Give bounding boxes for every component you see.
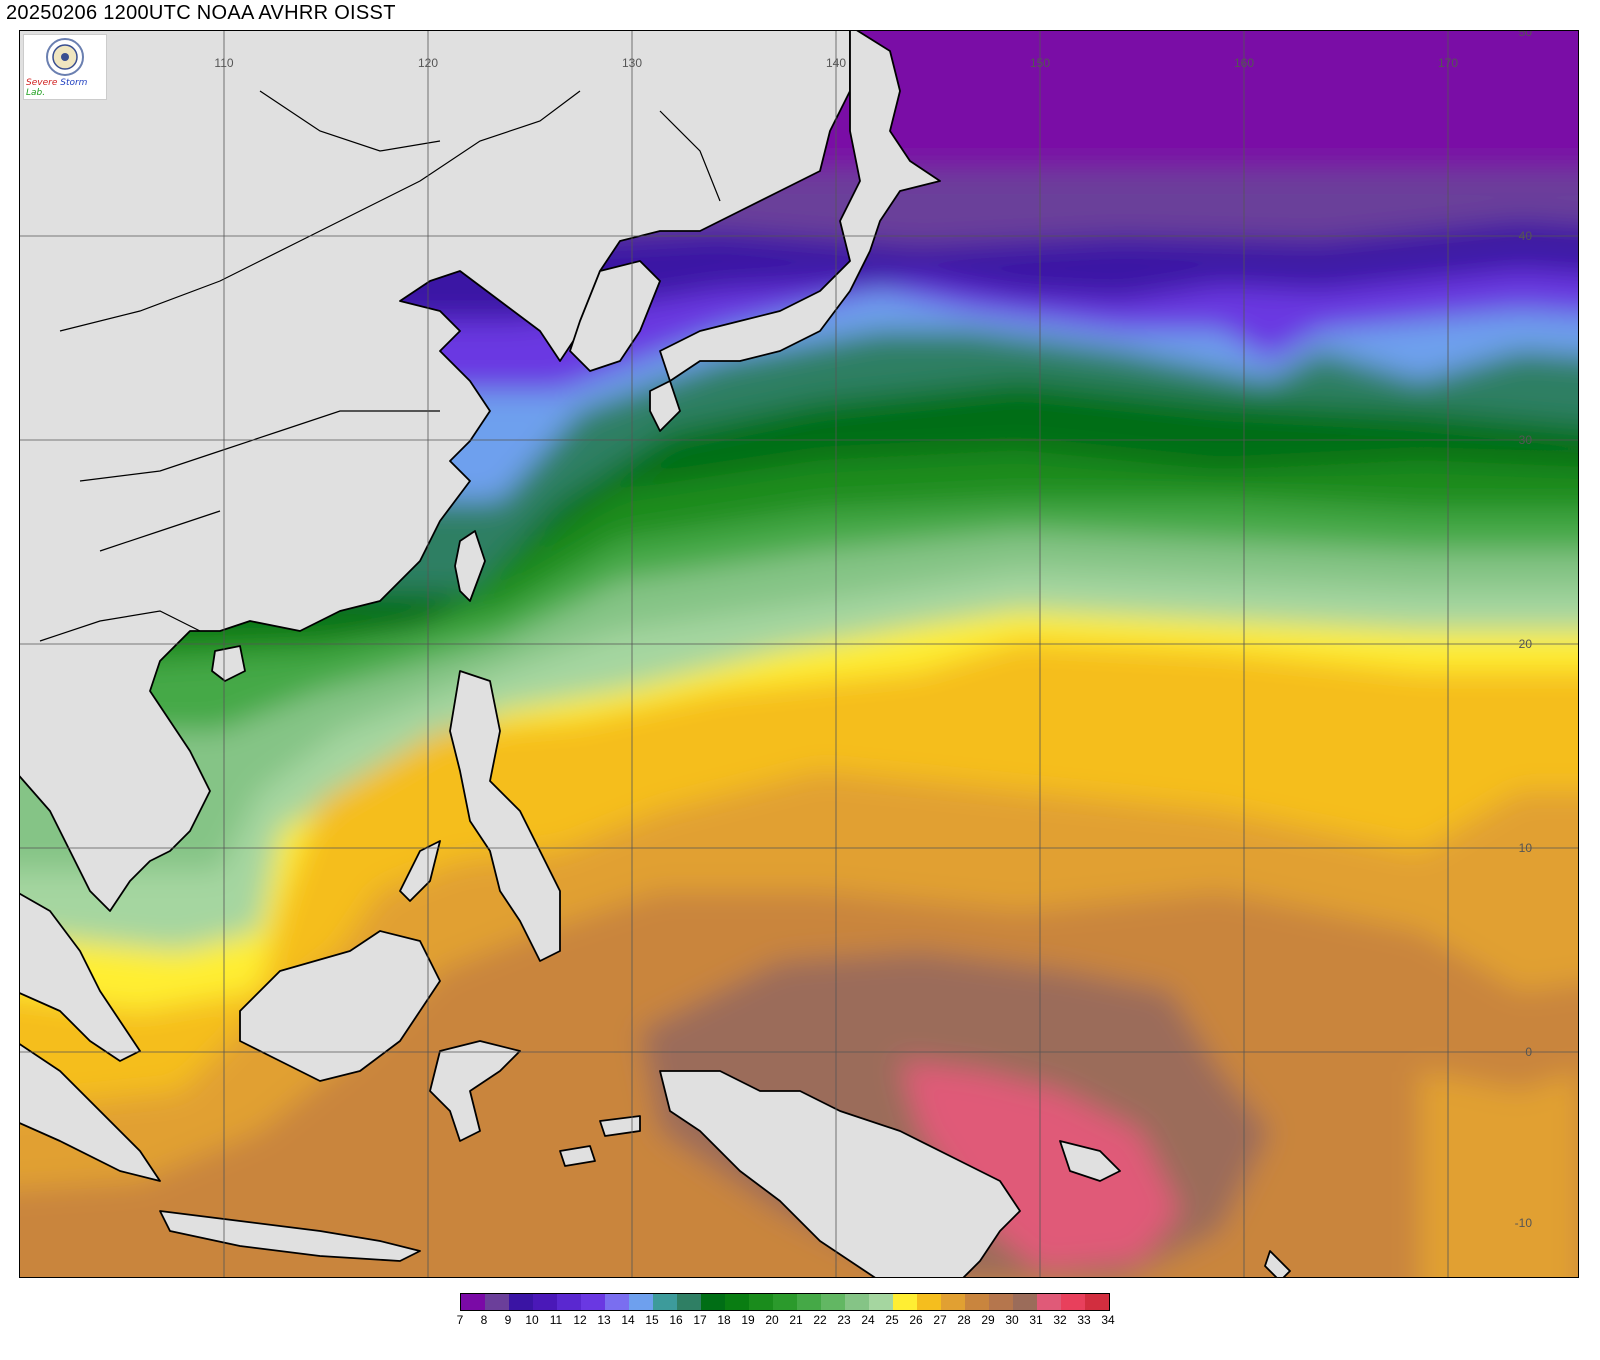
- sst-map: 110 120 130 140 150 160 170 50 40 30 20 …: [19, 30, 1579, 1278]
- colorbar-tick-label: 32: [1053, 1313, 1067, 1327]
- colorbar-tick-label: 33: [1077, 1313, 1091, 1327]
- colorbar-swatch: [461, 1294, 485, 1310]
- colorbar-tick-label: 29: [981, 1313, 995, 1327]
- lat-label-30: 30: [1519, 433, 1533, 447]
- land: [20, 31, 1291, 1277]
- colorbar-swatch: [797, 1294, 821, 1310]
- colorbar-swatch: [725, 1294, 749, 1310]
- colorbar-swatch: [989, 1294, 1013, 1310]
- lat-label-0: 0: [1525, 1045, 1532, 1059]
- logo-text: Severe Storm Lab.: [26, 78, 88, 98]
- colorbar-tick-label: 16: [669, 1313, 683, 1327]
- lat-label-50: 50: [1519, 31, 1533, 39]
- colorbar-swatch: [677, 1294, 701, 1310]
- colorbar-swatch: [653, 1294, 677, 1310]
- colorbar-tick-label: 25: [885, 1313, 899, 1327]
- colorbar-swatch: [1085, 1294, 1109, 1310]
- lon-label-160: 160: [1234, 56, 1254, 70]
- colorbar-swatch: [749, 1294, 773, 1310]
- colorbar-tick-label: 20: [765, 1313, 779, 1327]
- colorbar-swatch: [629, 1294, 653, 1310]
- colorbar-tick-label: 9: [504, 1313, 512, 1327]
- colorbar-tick-label: 8: [480, 1313, 488, 1327]
- lat-label-10: 10: [1519, 841, 1533, 855]
- colorbar-tick-label: 31: [1029, 1313, 1043, 1327]
- colorbar: [460, 1293, 1110, 1311]
- lat-label-40: 40: [1519, 229, 1533, 243]
- colorbar-tick-label: 28: [957, 1313, 971, 1327]
- colorbar-tick-label: 13: [597, 1313, 611, 1327]
- colorbar-tick-label: 26: [909, 1313, 923, 1327]
- colorbar-tick-label: 18: [717, 1313, 731, 1327]
- colorbar-swatch: [1013, 1294, 1037, 1310]
- borders: [39, 90, 721, 642]
- colorbar-tick-label: 30: [1005, 1313, 1019, 1327]
- seal-icon: [46, 38, 84, 76]
- lon-label-140: 140: [826, 56, 846, 70]
- colorbar-tick-label: 14: [621, 1313, 635, 1327]
- colorbar-tick-label: 10: [525, 1313, 539, 1327]
- colorbar-swatch: [485, 1294, 509, 1310]
- colorbar-swatch: [557, 1294, 581, 1310]
- colorbar-swatch: [701, 1294, 725, 1310]
- colorbar-swatch: [869, 1294, 893, 1310]
- colorbar-swatch: [893, 1294, 917, 1310]
- colorbar-tick-label: 19: [741, 1313, 755, 1327]
- colorbar-tick-label: 34: [1101, 1313, 1115, 1327]
- colorbar-tick-label: 17: [693, 1313, 707, 1327]
- colorbar-swatch: [509, 1294, 533, 1310]
- lon-label-170: 170: [1438, 56, 1458, 70]
- colorbar-tick-label: 24: [861, 1313, 875, 1327]
- colorbar-tick-label: 21: [789, 1313, 803, 1327]
- colorbar-tick-label: 12: [573, 1313, 587, 1327]
- colorbar-swatch: [1037, 1294, 1061, 1310]
- map-canvas: 110 120 130 140 150 160 170 50 40 30 20 …: [20, 31, 1578, 1277]
- colorbar-swatch: [1061, 1294, 1085, 1310]
- map-title: 20250206 1200UTC NOAA AVHRR OISST: [6, 2, 396, 24]
- colorbar-swatch: [773, 1294, 797, 1310]
- lon-label-130: 130: [622, 56, 642, 70]
- colorbar-swatch: [533, 1294, 557, 1310]
- colorbar-tick-label: 15: [645, 1313, 659, 1327]
- colorbar-tick-label: 27: [933, 1313, 947, 1327]
- lon-label-110: 110: [214, 56, 233, 70]
- colorbar-swatch: [605, 1294, 629, 1310]
- lon-label-150: 150: [1030, 56, 1050, 70]
- colorbar-tick-label: 11: [549, 1313, 563, 1327]
- colorbar-tick-label: 22: [813, 1313, 827, 1327]
- colorbar-swatch: [581, 1294, 605, 1310]
- lat-label-20: 20: [1519, 637, 1533, 651]
- lab-logo: Severe Storm Lab.: [23, 34, 107, 100]
- colorbar-tick-label: 23: [837, 1313, 851, 1327]
- lon-label-120: 120: [418, 56, 438, 70]
- colorbar-swatch: [917, 1294, 941, 1310]
- colorbar-swatch: [845, 1294, 869, 1310]
- colorbar-swatch: [821, 1294, 845, 1310]
- lat-label-minus10: -10: [1515, 1216, 1533, 1230]
- graticule: [20, 31, 1578, 1277]
- colorbar-swatch: [941, 1294, 965, 1310]
- colorbar-swatch: [965, 1294, 989, 1310]
- colorbar-tick-label: 7: [456, 1313, 464, 1327]
